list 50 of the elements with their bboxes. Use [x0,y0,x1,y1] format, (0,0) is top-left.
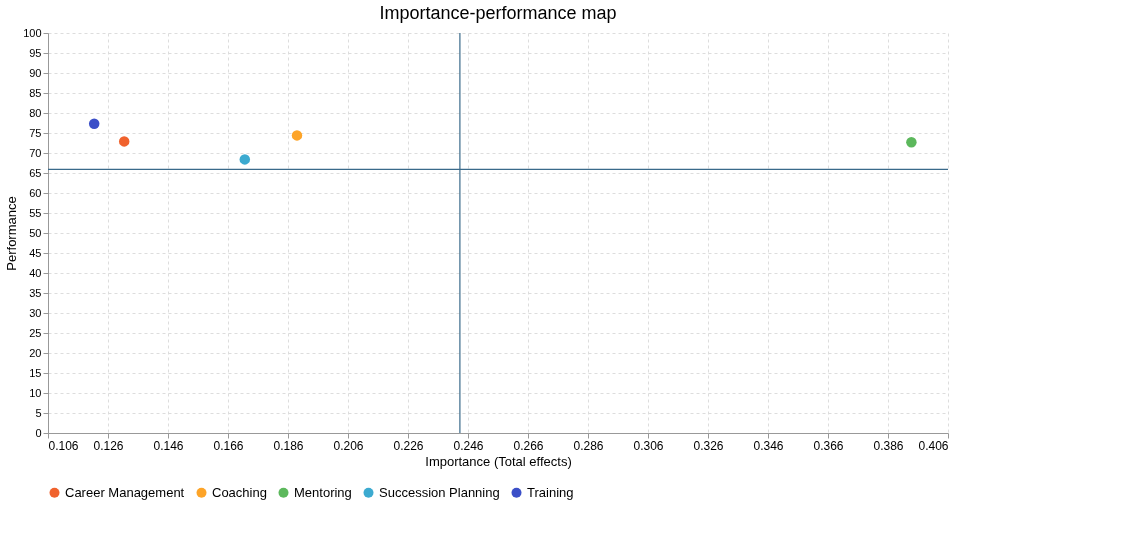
x-tick-label: 0.106 [48,438,79,453]
y-tick-label: 45 [29,246,42,259]
x-tick-label: 0.146 [153,438,184,453]
chart-title: Importance-performance map [379,3,617,23]
x-tick-label: 0.386 [873,438,904,453]
x-tick-label: 0.226 [393,438,424,453]
legend-label: Coaching [212,484,267,500]
legend-label: Succession Planning [379,484,500,500]
x-tick-label: 0.286 [573,438,604,453]
point [239,154,251,165]
legend-label: Mentoring [294,484,352,500]
y-tick-label: 35 [29,286,42,299]
legend-label: Training [527,484,574,500]
x-tick-label: 0.366 [813,438,844,453]
y-tick-label: 100 [23,26,42,39]
y-tick-label: 95 [29,46,42,59]
y-tick-label: 30 [29,306,42,319]
y-tick-label: 5 [35,406,42,419]
y-tick-label: 15 [29,366,42,379]
x-tick-label: 0.166 [213,438,244,453]
y-tick-label: 50 [29,226,42,239]
point [88,118,100,130]
y-tick-label: 80 [29,106,42,119]
y-tick-label: 20 [29,346,42,359]
y-tick-label: 60 [29,186,42,199]
legend-label: Career Management [65,484,185,500]
y-tick-label: 0 [35,426,42,439]
x-tick-label: 0.246 [453,438,484,453]
y-tick-label: 10 [29,386,42,399]
y-tick-label: 90 [29,66,42,79]
y-tick-label: 25 [29,326,42,339]
y-tick-label: 55 [29,206,42,219]
y-tick-label: 85 [29,86,42,99]
x-tick-label: 0.326 [693,438,724,453]
y-tick-label: 70 [29,146,42,159]
x-tick-label: 0.126 [93,438,124,453]
x-tick-label: 0.346 [753,438,784,453]
y-tick-label: 40 [29,266,42,279]
x-axis-title: Importance (Total effects) [425,453,572,469]
y-tick-label: 65 [29,166,42,179]
x-tick-label: 0.306 [633,438,664,453]
x-tick-label: 0.186 [273,438,304,453]
y-tick-label: 75 [29,126,42,139]
point [118,136,130,147]
y-axis-title: Performance [4,196,20,271]
point [291,130,303,141]
x-tick-label: 0.266 [513,438,544,453]
x-tick-label: 0.206 [333,438,364,453]
point [906,136,917,148]
x-tick-label: 0.406 [918,438,949,453]
